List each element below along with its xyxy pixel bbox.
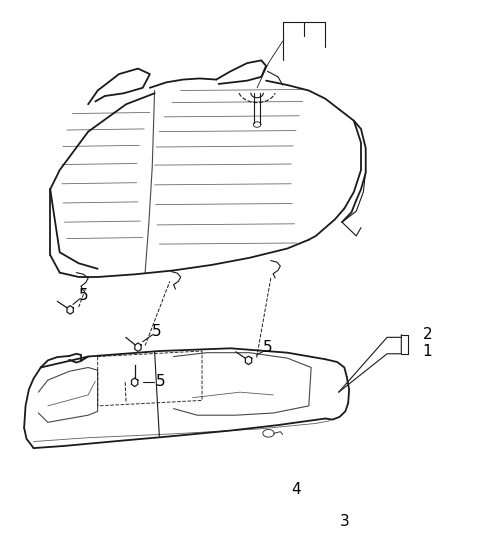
Text: 5: 5 xyxy=(79,288,88,303)
Polygon shape xyxy=(135,343,141,351)
Text: 4: 4 xyxy=(291,482,301,497)
Polygon shape xyxy=(245,356,252,365)
Polygon shape xyxy=(132,378,138,387)
Text: 3: 3 xyxy=(339,514,349,529)
Polygon shape xyxy=(67,306,73,314)
Text: 5: 5 xyxy=(152,324,162,340)
Text: 2: 2 xyxy=(423,327,432,342)
Text: 1: 1 xyxy=(423,343,432,358)
Text: 5: 5 xyxy=(263,340,272,355)
Text: 5: 5 xyxy=(156,374,165,389)
